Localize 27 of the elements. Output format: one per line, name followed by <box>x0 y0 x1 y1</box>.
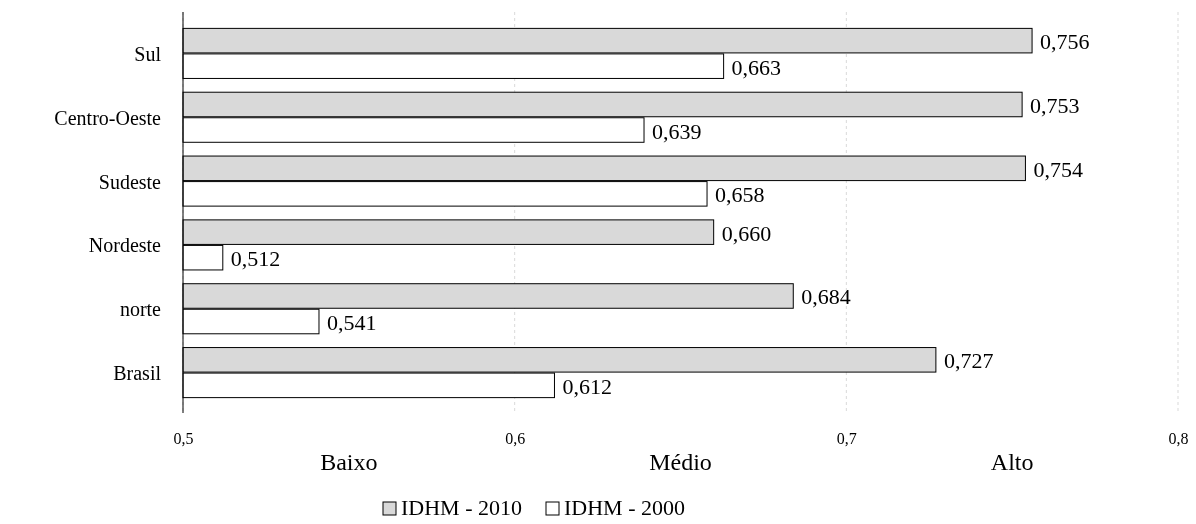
data-label: 0,541 <box>326 310 377 336</box>
legend-label: IDHM - 2000 <box>564 495 685 520</box>
x-tick-label: 0,8 <box>1168 430 1189 448</box>
data-label: 0,663 <box>731 54 782 80</box>
x-tick-label: 0,6 <box>505 430 526 448</box>
y-tick-label: Brasil <box>113 362 162 385</box>
legend-label: IDHM - 2010 <box>401 495 522 520</box>
x-tick-label: 0,5 <box>173 430 194 448</box>
data-label: 0,753 <box>1030 92 1080 118</box>
y-tick-label: norte <box>119 298 162 321</box>
y-tick-label: Nordeste <box>88 234 162 257</box>
y-tick-label: Sul <box>134 42 162 65</box>
data-label: 0,756 <box>1040 29 1090 55</box>
data-label: 0,727 <box>943 348 994 374</box>
y-tick-label: Centro-Oeste <box>54 106 162 129</box>
text: Médio <box>649 449 712 475</box>
x-tick-label: 0,7 <box>836 430 857 448</box>
data-label: 0,612 <box>562 373 612 399</box>
data-label: 0,658 <box>715 182 765 208</box>
data-label: 0,639 <box>652 118 702 144</box>
data-label: 0,754 <box>1033 156 1083 182</box>
text: Baixo <box>320 449 378 475</box>
data-label: 0,660 <box>721 220 772 246</box>
data-label: 0,684 <box>801 284 851 310</box>
y-tick-label: Sudeste <box>98 170 162 193</box>
data-label: 0,512 <box>230 246 281 272</box>
text: Alto <box>990 449 1034 475</box>
